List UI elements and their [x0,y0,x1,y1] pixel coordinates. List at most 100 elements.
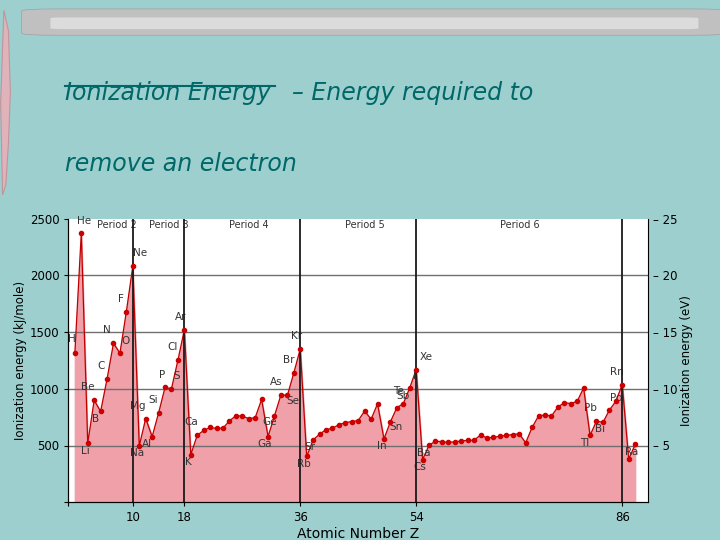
Point [513,429,525,438]
Point [237,411,248,420]
Text: O: O [121,336,129,346]
Point [256,395,267,404]
Point [185,450,197,459]
Text: C: C [97,361,104,371]
Text: Period 2: Period 2 [97,220,137,230]
Text: Ga: Ga [258,439,272,449]
Point [372,400,383,408]
Point [410,365,422,374]
Text: Si: Si [148,395,158,405]
Point [384,417,396,426]
Point [121,307,132,316]
Text: Ge: Ge [262,417,276,427]
Text: Rb: Rb [297,459,310,469]
Point [436,437,448,446]
Text: Tl: Tl [580,438,590,448]
Point [603,406,615,414]
X-axis label: Atomic Number Z: Atomic Number Z [297,527,419,540]
Point [449,437,461,446]
Point [565,399,577,408]
Text: Bi: Bi [595,424,605,434]
Text: Po: Po [610,393,622,403]
Point [243,414,254,423]
Point [353,416,364,425]
Point [269,411,280,420]
Text: More trends of the Periodic Table:: More trends of the Periodic Table: [65,10,460,34]
Point [224,416,235,425]
Point [474,430,486,439]
Text: Cl: Cl [168,342,178,353]
Point [629,440,641,449]
Point [559,399,570,407]
Point [417,455,428,464]
Text: S: S [174,371,180,381]
Point [69,349,81,357]
Point [217,424,229,433]
Point [307,435,319,444]
Point [578,384,590,393]
Point [500,431,512,440]
Text: Period 3: Period 3 [149,220,189,230]
Y-axis label: Ionization energy (eV): Ionization energy (eV) [680,295,693,426]
Point [102,375,113,383]
Point [623,455,634,463]
Text: Te: Te [392,386,404,396]
Text: K: K [186,457,192,467]
Point [153,409,164,417]
FancyBboxPatch shape [50,17,698,29]
FancyBboxPatch shape [22,9,720,35]
Point [520,438,531,447]
Text: Ca: Ca [184,417,197,427]
Point [249,414,261,422]
Point [275,390,287,399]
Point [469,436,480,444]
Point [314,430,325,438]
Point [179,326,190,334]
Point [539,410,551,419]
Point [462,436,474,445]
Text: Sr: Sr [305,442,315,453]
Point [526,423,538,432]
Point [430,437,441,445]
Text: Xe: Xe [419,352,432,362]
Y-axis label: Ionization energy (kJ/mole): Ionization energy (kJ/mole) [14,281,27,440]
Point [140,414,151,423]
Point [230,411,242,420]
Point [204,423,216,432]
Text: Ba: Ba [417,448,431,457]
Text: H: H [68,334,76,345]
Text: Mg: Mg [130,401,145,410]
Point [487,433,499,442]
Point [397,400,409,408]
Point [159,383,171,391]
Point [166,384,177,393]
Point [95,407,107,416]
Point [294,345,306,353]
Text: He: He [78,217,91,226]
Text: I: I [413,371,416,381]
Text: B: B [92,414,99,424]
Text: Na: Na [130,448,145,458]
Polygon shape [1,10,10,195]
Text: Rn: Rn [611,367,624,377]
Point [610,397,621,406]
Text: Ionization Energy: Ionization Energy [65,81,271,105]
Text: – Energy required to: – Energy required to [277,81,534,105]
Point [404,383,415,392]
Point [172,356,184,364]
Text: remove an electron: remove an electron [65,152,297,176]
Point [89,396,100,404]
Point [108,339,120,348]
Point [572,397,583,406]
Point [443,438,454,447]
Point [301,452,312,461]
Point [262,432,274,441]
Text: P: P [158,369,165,380]
Point [346,417,358,426]
Text: Sn: Sn [389,422,402,432]
Point [82,439,94,448]
Text: Period 4: Period 4 [230,220,269,230]
Text: Ne: Ne [133,248,148,258]
Point [552,403,564,411]
Point [146,433,158,441]
